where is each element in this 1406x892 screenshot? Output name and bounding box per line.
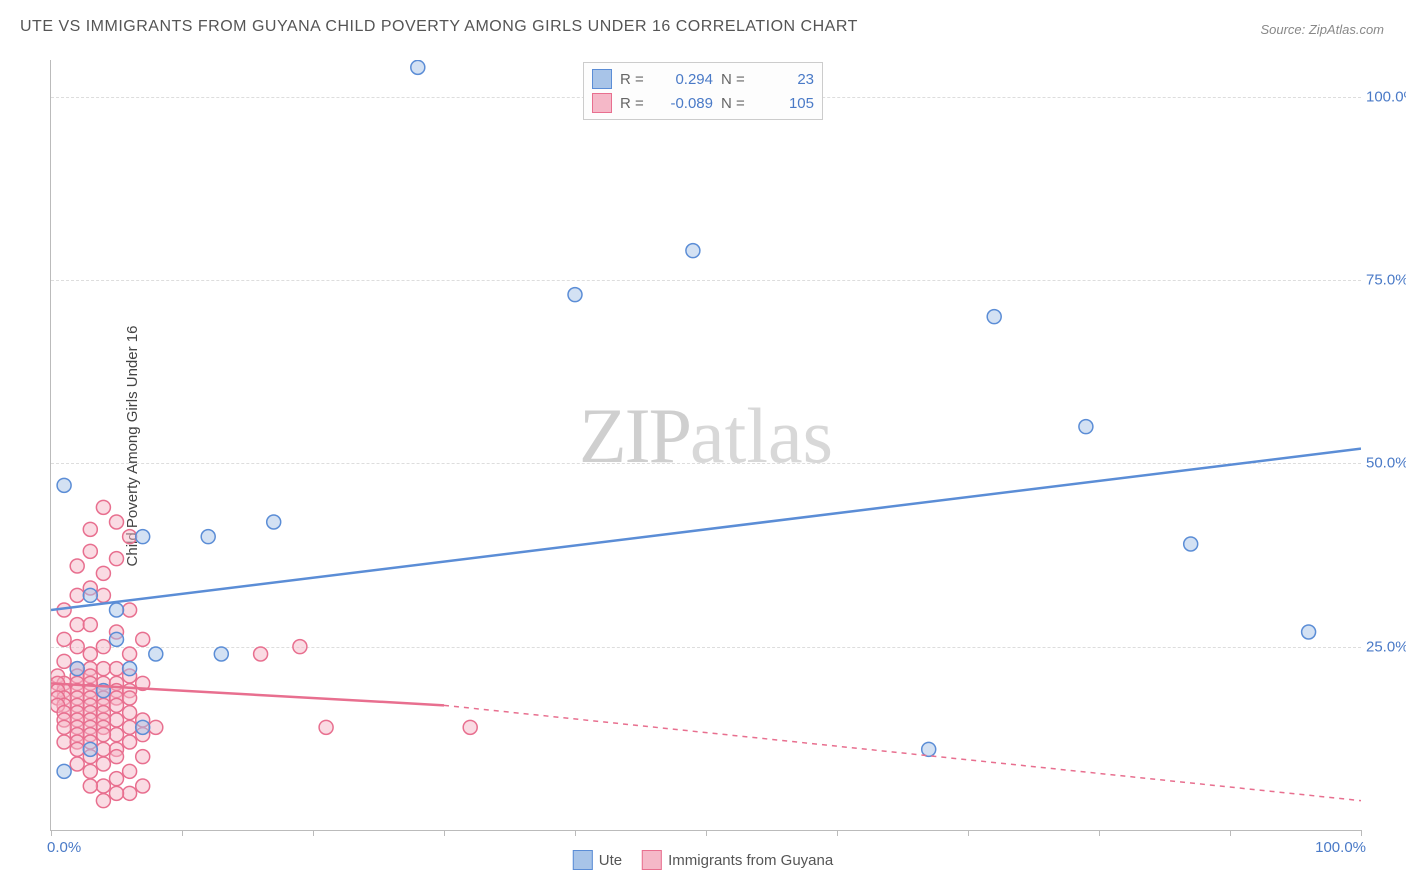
plot-area: ZIPatlas 25.0%50.0%75.0%100.0%0.0%100.0% — [50, 60, 1361, 831]
y-tick-label: 25.0% — [1366, 638, 1406, 655]
x-tick-label: 100.0% — [1311, 839, 1366, 856]
x-tick — [837, 830, 838, 836]
x-tick-label: 0.0% — [47, 839, 81, 856]
x-tick — [706, 830, 707, 836]
legend-item-guyana: Immigrants from Guyana — [642, 850, 833, 870]
x-tick — [1230, 830, 1231, 836]
swatch-guyana — [592, 93, 612, 113]
swatch-ute — [573, 850, 593, 870]
chart-title: UTE VS IMMIGRANTS FROM GUYANA CHILD POVE… — [20, 18, 858, 36]
x-tick — [1361, 830, 1362, 836]
swatch-ute — [592, 69, 612, 89]
legend-item-ute: Ute — [573, 850, 622, 870]
x-tick — [51, 830, 52, 836]
legend-row-ute: R = 0.294 N = 23 — [592, 67, 814, 91]
r-label: R = — [620, 95, 650, 112]
n-value: 23 — [759, 71, 814, 88]
n-label: N = — [721, 95, 751, 112]
n-label: N = — [721, 71, 751, 88]
y-tick-label: 50.0% — [1366, 455, 1406, 472]
n-value: 105 — [759, 95, 814, 112]
source-attribution: Source: ZipAtlas.com — [1260, 22, 1384, 37]
y-tick-label: 75.0% — [1366, 272, 1406, 289]
legend-row-guyana: R = -0.089 N = 105 — [592, 91, 814, 115]
x-tick — [182, 830, 183, 836]
legend-label: Immigrants from Guyana — [668, 852, 833, 869]
x-tick — [575, 830, 576, 836]
correlation-legend: R = 0.294 N = 23 R = -0.089 N = 105 — [583, 62, 823, 120]
x-tick — [1099, 830, 1100, 836]
x-tick — [444, 830, 445, 836]
chart-svg — [51, 60, 1361, 830]
series-legend: Ute Immigrants from Guyana — [573, 850, 833, 870]
y-tick-label: 100.0% — [1366, 88, 1406, 105]
x-tick — [313, 830, 314, 836]
r-value: -0.089 — [658, 95, 713, 112]
r-value: 0.294 — [658, 71, 713, 88]
x-tick — [968, 830, 969, 836]
legend-label: Ute — [599, 852, 622, 869]
swatch-guyana — [642, 850, 662, 870]
r-label: R = — [620, 71, 650, 88]
